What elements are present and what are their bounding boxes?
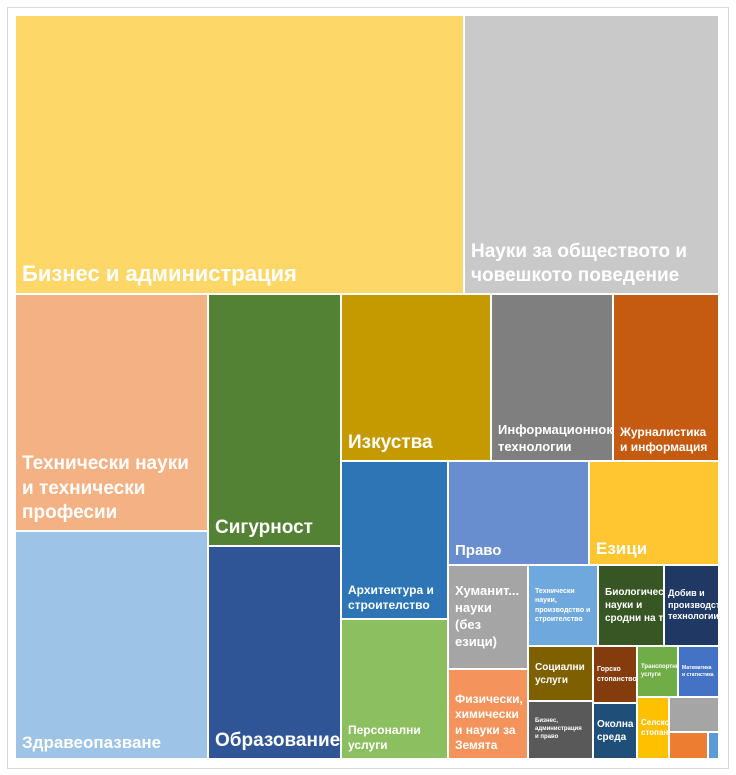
treemap-tile: Селско стопанство <box>638 698 668 758</box>
treemap-tile: Науки за обществото и човешкото поведени… <box>465 16 718 293</box>
treemap-tile: Биологически науки и сродни на тях <box>599 566 663 645</box>
tile-label: Биологически науки и сродни на тях <box>605 587 663 624</box>
tile-label: Околна среда <box>597 719 634 743</box>
treemap-tile <box>670 733 707 758</box>
tile-label: Транспортни услуги <box>641 663 677 678</box>
treemap-tile: Физически, химически и науки за Земята <box>449 670 527 758</box>
tile-label: Право <box>455 541 502 559</box>
treemap-tile <box>709 733 718 758</box>
tile-label: Изкуства <box>348 432 433 454</box>
tile-label: Селско стопанство <box>641 717 668 737</box>
tile-label: Горско стопанство <box>597 666 636 683</box>
treemap-tile: Архитектура и строителство <box>342 462 447 618</box>
tile-label: Сигурност <box>215 517 313 539</box>
treemap-tile: Образование <box>209 547 340 758</box>
treemap-tile: Сигурност <box>209 295 340 545</box>
treemap-tile: Добив и производствени технологии <box>665 566 718 645</box>
treemap-tile: Хуманит... науки (без езици) <box>449 566 527 668</box>
tile-label: Социални услуги <box>535 661 585 686</box>
tile-label: Технически науки, производство и строите… <box>535 588 591 623</box>
tile-label: Физически, химически и науки за Земята <box>455 691 523 753</box>
treemap-tile: Журналистика и информация <box>614 295 718 460</box>
treemap-tile: Бизнес и администрация <box>16 16 463 293</box>
treemap-tile <box>670 698 718 731</box>
treemap-tile: Информационнокомуникационни технологии <box>492 295 612 460</box>
tile-label: Бизнес, администрация и право <box>535 718 582 740</box>
treemap-tile: Социални услуги <box>529 647 592 700</box>
tile-label: Хуманит... науки (без езици) <box>455 583 520 649</box>
treemap-tile: Математика и статистика <box>679 647 718 696</box>
tile-label: Здравеопазване <box>22 732 162 752</box>
treemap-tile: Здравеопазване <box>16 532 207 758</box>
treemap-tile: Технически науки и технически професии <box>16 295 207 530</box>
tile-label: Персонални услуги <box>348 722 421 753</box>
tile-label: Журналистика и информация <box>620 424 708 455</box>
treemap-tile: Околна среда <box>594 704 636 758</box>
treemap-tile: Бизнес, администрация и право <box>529 702 592 758</box>
treemap-tile: Персонални услуги <box>342 620 447 758</box>
treemap-tile: Изкуства <box>342 295 490 460</box>
tile-label: Добив и производствени технологии <box>668 587 718 622</box>
treemap-tile: Технически науки, производство и строите… <box>529 566 597 645</box>
tile-label: Информационнокомуникационни технологии <box>498 422 612 455</box>
tile-label: Бизнес и администрация <box>22 261 297 287</box>
tile-label: Архитектура и строителство <box>348 582 434 613</box>
tile-label: Образование <box>215 730 340 752</box>
treemap-tile: Горско стопанство <box>594 647 636 702</box>
treemap-tile: Право <box>449 462 588 564</box>
tile-label: Технически науки и технически професии <box>22 452 189 524</box>
tile-label: Математика и статистика <box>682 665 714 678</box>
treemap-tile: Езици <box>590 462 718 564</box>
treemap-tile: Транспортни услуги <box>638 647 677 696</box>
tile-label: Науки за обществото и човешкото поведени… <box>471 240 688 287</box>
tile-label: Езици <box>596 538 648 558</box>
